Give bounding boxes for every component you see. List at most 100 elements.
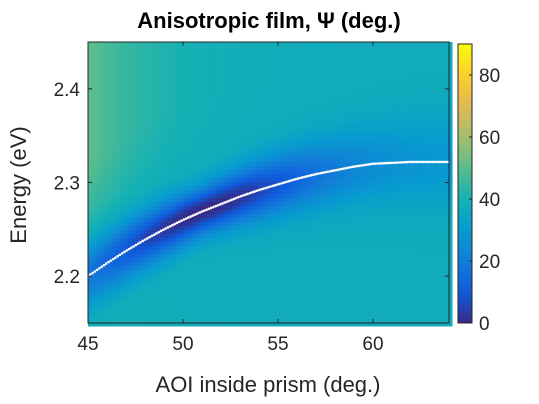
heatmap-cell bbox=[336, 130, 341, 135]
heatmap-cell bbox=[260, 182, 265, 187]
heatmap-cell bbox=[288, 186, 293, 191]
heatmap-cell bbox=[232, 286, 237, 291]
heatmap-cell bbox=[320, 118, 325, 123]
heatmap-cell bbox=[288, 294, 293, 299]
heatmap-cell bbox=[292, 222, 297, 227]
heatmap-cell bbox=[128, 118, 133, 123]
heatmap-cell bbox=[148, 146, 153, 151]
heatmap-cell bbox=[100, 178, 105, 183]
heatmap-cell bbox=[128, 62, 133, 67]
heatmap-cell bbox=[232, 126, 237, 131]
heatmap-cell bbox=[100, 70, 105, 75]
heatmap-cell bbox=[132, 230, 137, 235]
heatmap-cell bbox=[108, 86, 113, 91]
heatmap-cell bbox=[184, 58, 189, 63]
heatmap-cell bbox=[144, 206, 149, 211]
heatmap-cell bbox=[216, 198, 221, 203]
heatmap-cell bbox=[336, 126, 341, 131]
heatmap-cell bbox=[288, 50, 293, 55]
heatmap-cell bbox=[196, 78, 201, 83]
heatmap-cell bbox=[280, 126, 285, 131]
heatmap-cell bbox=[176, 270, 181, 275]
heatmap-cell bbox=[164, 50, 169, 55]
heatmap-cell bbox=[352, 90, 357, 95]
heatmap-cell bbox=[204, 286, 209, 291]
heatmap-cell bbox=[160, 142, 165, 147]
heatmap-cell bbox=[240, 74, 245, 79]
heatmap-cell bbox=[280, 230, 285, 235]
heatmap-cell bbox=[328, 194, 333, 199]
heatmap-cell bbox=[348, 254, 353, 259]
heatmap-cell bbox=[128, 306, 133, 311]
heatmap-cell bbox=[240, 62, 245, 67]
heatmap-cell bbox=[204, 198, 209, 203]
heatmap-cell bbox=[308, 66, 313, 71]
heatmap-cell bbox=[180, 126, 185, 131]
heatmap-cell bbox=[140, 70, 145, 75]
heatmap-cell bbox=[340, 78, 345, 83]
heatmap-cell bbox=[120, 314, 125, 319]
heatmap-cell bbox=[240, 294, 245, 299]
heatmap-cell bbox=[248, 42, 253, 47]
heatmap-cell bbox=[212, 122, 217, 127]
heatmap-cell bbox=[144, 82, 149, 87]
heatmap-cell bbox=[120, 46, 125, 51]
heatmap-cell bbox=[348, 42, 353, 47]
heatmap-cell bbox=[160, 318, 165, 323]
heatmap-cell bbox=[124, 226, 129, 231]
heatmap-cell bbox=[156, 58, 161, 63]
heatmap-cell bbox=[196, 90, 201, 95]
heatmap-cell bbox=[160, 50, 165, 55]
heatmap-cell bbox=[344, 182, 349, 187]
heatmap-cell bbox=[300, 94, 305, 99]
heatmap-cell bbox=[320, 214, 325, 219]
heatmap-cell bbox=[304, 154, 309, 159]
heatmap-cell bbox=[292, 110, 297, 115]
heatmap-cell bbox=[152, 214, 157, 219]
heatmap-cell bbox=[300, 302, 305, 307]
heatmap-cell bbox=[148, 110, 153, 115]
heatmap-cell bbox=[116, 134, 121, 139]
heatmap-cell bbox=[232, 178, 237, 183]
heatmap-cell bbox=[248, 290, 253, 295]
heatmap-cell bbox=[108, 42, 113, 47]
heatmap-cell bbox=[192, 182, 197, 187]
heatmap-cell bbox=[340, 194, 345, 199]
heatmap-cell bbox=[212, 242, 217, 247]
heatmap-cell bbox=[172, 182, 177, 187]
heatmap-cell bbox=[232, 162, 237, 167]
heatmap-cell bbox=[320, 130, 325, 135]
heatmap-cell bbox=[160, 214, 165, 219]
heatmap-cell bbox=[352, 162, 357, 167]
heatmap-cell bbox=[148, 154, 153, 159]
heatmap-cell bbox=[356, 262, 361, 267]
heatmap-cell bbox=[316, 94, 321, 99]
heatmap-cell bbox=[176, 214, 181, 219]
heatmap-cell bbox=[100, 62, 105, 67]
heatmap-cell bbox=[308, 178, 313, 183]
heatmap-cell bbox=[184, 178, 189, 183]
heatmap-cell bbox=[140, 90, 145, 95]
heatmap-cell bbox=[172, 154, 177, 159]
heatmap-cell bbox=[348, 138, 353, 143]
heatmap-cell bbox=[268, 318, 273, 323]
heatmap-cell bbox=[184, 126, 189, 131]
heatmap-cell bbox=[208, 42, 213, 47]
heatmap-cell bbox=[316, 274, 321, 279]
heatmap-cell bbox=[364, 282, 369, 287]
heatmap-cell bbox=[340, 126, 345, 131]
heatmap-cell bbox=[172, 106, 177, 111]
heatmap-cell bbox=[120, 282, 125, 287]
heatmap-cell bbox=[88, 294, 93, 299]
heatmap-cell bbox=[184, 146, 189, 151]
heatmap-cell bbox=[304, 238, 309, 243]
heatmap-cell bbox=[132, 278, 137, 283]
heatmap-cell bbox=[184, 170, 189, 175]
heatmap-cell bbox=[352, 50, 357, 55]
heatmap-cell bbox=[264, 90, 269, 95]
heatmap-cell bbox=[272, 94, 277, 99]
heatmap-cell bbox=[256, 150, 261, 155]
heatmap-cell bbox=[220, 142, 225, 147]
heatmap-cell bbox=[196, 258, 201, 263]
heatmap-cell bbox=[164, 74, 169, 79]
